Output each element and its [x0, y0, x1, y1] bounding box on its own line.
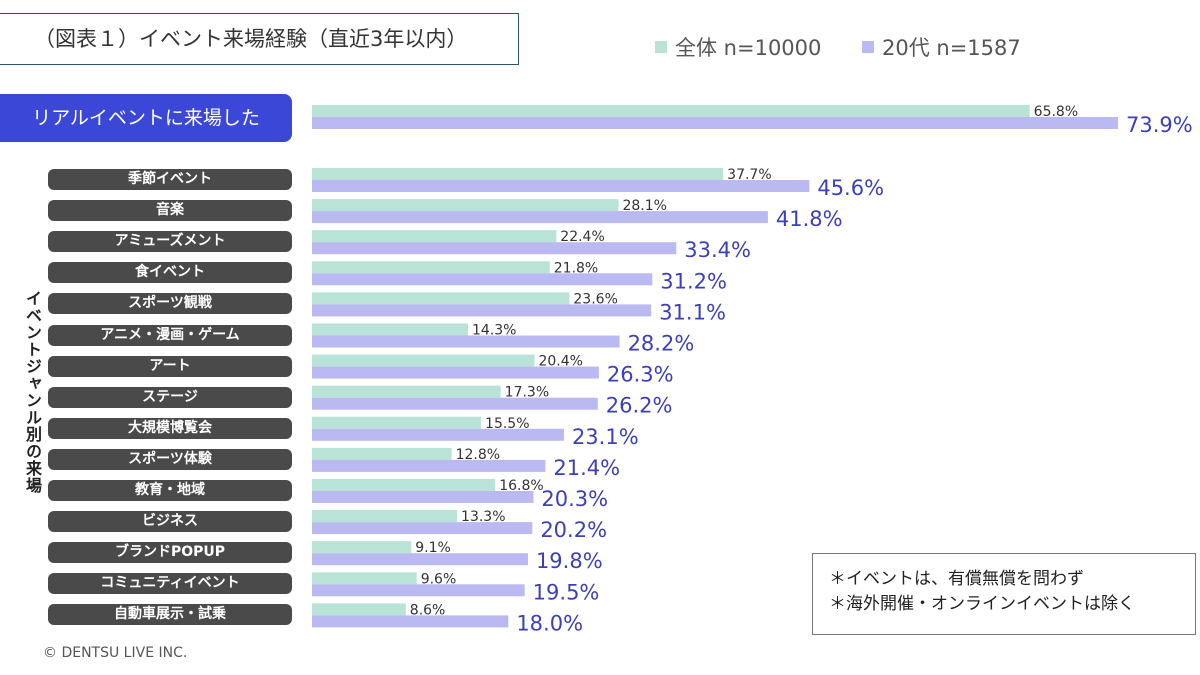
bar-20s [312, 117, 1118, 129]
copyright: © DENTSU LIVE INC. [43, 645, 188, 661]
bar-20s [312, 273, 653, 286]
value-label-20s: 19.5% [533, 580, 600, 604]
category-label: 音楽 [48, 200, 292, 222]
value-label-all: 9.1% [415, 540, 451, 556]
value-label-all: 16.8% [499, 478, 543, 494]
value-label-20s: 33.4% [684, 238, 751, 262]
bar-20s [312, 242, 677, 255]
value-label-all: 15.5% [485, 416, 529, 432]
value-label-all: 12.8% [456, 447, 500, 463]
notes-box: ＊イベントは、有償無償を問わず ＊海外開催・オンラインイベントは除く [812, 553, 1196, 635]
category-label: 大規模博覧会 [48, 417, 292, 439]
value-label-20s: 20.3% [541, 487, 608, 511]
chart-title: （図表１）イベント来場経験（直近3年以内） [0, 13, 519, 65]
legend-swatch-20s [862, 41, 874, 53]
bar-all [312, 292, 570, 305]
bar-all [312, 447, 452, 460]
category-label: コミュニティイベント [48, 573, 292, 595]
bar-20s [312, 366, 599, 379]
bar-20s [312, 180, 810, 192]
category-label: スポーツ観戦 [48, 293, 292, 315]
value-label-all: 13.3% [461, 509, 505, 525]
note-line: ＊イベントは、有償無償を問わず [829, 569, 1084, 589]
value-label-20s: 73.9% [1126, 113, 1193, 137]
legend-item-all: 全体 n=10000 [655, 32, 821, 62]
bar-all [312, 199, 619, 212]
category-label: 季節イベント [48, 169, 292, 190]
bar-all [312, 168, 724, 180]
legend-swatch-all [655, 41, 667, 53]
legend-label-all: 全体 n=10000 [675, 36, 822, 60]
bar-all [312, 261, 550, 274]
value-label-20s: 41.8% [776, 207, 843, 231]
bar-20s [312, 335, 620, 348]
bar-20s [312, 304, 652, 317]
value-label-all: 8.6% [410, 602, 446, 618]
value-label-all: 20.4% [538, 354, 582, 370]
value-label-20s: 20.2% [540, 518, 607, 542]
value-label-all: 23.6% [573, 291, 617, 307]
bar-20s [312, 491, 534, 503]
category-label: スポーツ体験 [48, 448, 292, 470]
category-label: アミューズメント [48, 231, 292, 253]
bar-20s [312, 615, 509, 628]
bar-20s [312, 397, 598, 410]
value-label-20s: 31.2% [660, 269, 727, 293]
bar-all [312, 354, 535, 367]
value-label-20s: 26.2% [606, 394, 673, 418]
bar-all [312, 105, 1030, 117]
bar-20s [312, 211, 768, 224]
bar-20s [312, 459, 546, 472]
value-label-all: 9.6% [421, 571, 457, 587]
value-label-20s: 26.3% [607, 363, 674, 387]
value-label-20s: 45.6% [817, 176, 884, 200]
note-line: ＊海外開催・オンラインイベントは除く [829, 594, 1135, 614]
legend-label-20s: 20代 n=1587 [882, 36, 1021, 60]
bar-all [312, 603, 406, 616]
bar-20s [312, 553, 528, 566]
legend-item-20s: 20代 n=1587 [862, 32, 1021, 62]
category-label: 食イベント [48, 262, 292, 284]
bar-all [312, 385, 501, 398]
category-label: 自動車展示・試乗 [48, 604, 292, 626]
bar-20s [312, 428, 564, 441]
value-label-20s: 21.4% [553, 456, 620, 480]
bar-all [312, 323, 468, 336]
value-label-all: 17.3% [505, 385, 549, 401]
category-label: ビジネス [48, 511, 292, 533]
category-label: ブランドPOPUP [48, 542, 292, 564]
value-label-20s: 31.1% [659, 300, 726, 324]
real-event-category-label: リアルイベントに来場した [0, 94, 292, 142]
bar-20s [312, 584, 525, 597]
category-label: ステージ [48, 386, 292, 408]
category-label: アート [48, 355, 292, 377]
bar-20s [312, 522, 533, 535]
genre-axis-label: イベントジャンル別の来場 [23, 290, 42, 494]
bar-all [312, 510, 458, 523]
category-label: アニメ・漫画・ゲーム [48, 324, 292, 346]
bar-all [312, 541, 412, 554]
value-label-all: 37.7% [727, 167, 771, 183]
category-label: 教育・地域 [48, 480, 292, 501]
bar-all [312, 416, 482, 429]
bar-all [312, 572, 417, 585]
value-label-all: 22.4% [560, 229, 604, 245]
bar-all [312, 479, 496, 491]
value-label-20s: 28.2% [628, 332, 695, 356]
value-label-all: 21.8% [554, 260, 598, 276]
bar-all [312, 230, 557, 243]
value-label-20s: 19.8% [536, 549, 603, 573]
value-label-all: 65.8% [1034, 104, 1078, 120]
value-label-all: 28.1% [622, 198, 666, 214]
value-label-all: 14.3% [472, 323, 516, 339]
value-label-20s: 18.0% [516, 611, 583, 635]
value-label-20s: 23.1% [572, 425, 639, 449]
